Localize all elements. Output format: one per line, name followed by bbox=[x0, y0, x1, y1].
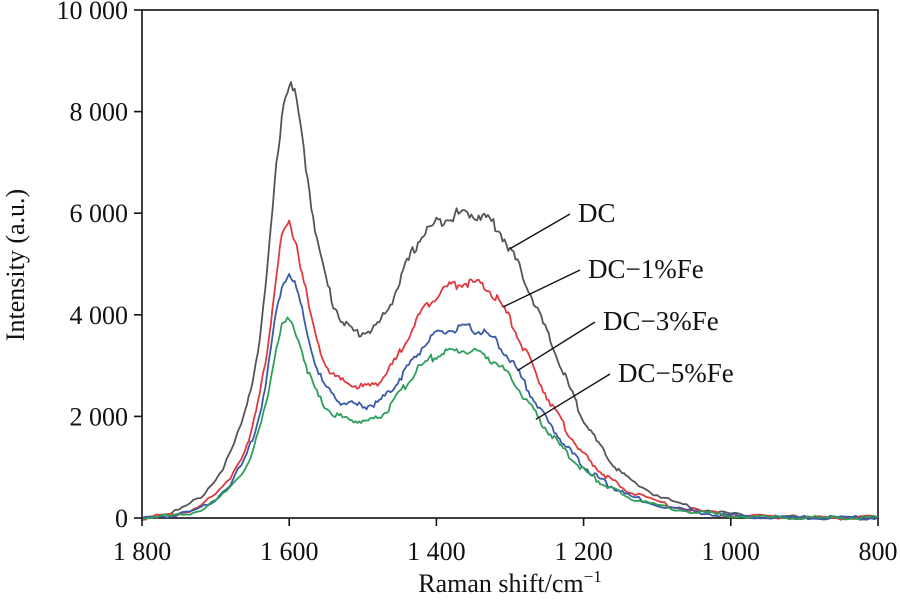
y-tick-label: 6 000 bbox=[70, 199, 129, 228]
series-lines bbox=[141, 81, 879, 521]
y-tick-label: 0 bbox=[115, 504, 128, 533]
series-line-dc-3-fe bbox=[141, 273, 879, 521]
axes: 1 800 1 600 1 400 1 200 1 000 800 0 2 000 4 000 6… bbox=[57, 0, 898, 566]
y-tick-label: 2 000 bbox=[70, 402, 129, 431]
series-label: DC−5%Fe bbox=[618, 358, 734, 388]
y-tick-label: 10 000 bbox=[57, 0, 129, 25]
x-tick-label: 1 800 bbox=[113, 537, 172, 566]
series-line-dc-5-fe bbox=[141, 316, 879, 521]
plot-area bbox=[141, 9, 879, 519]
series-line-dc bbox=[141, 81, 879, 521]
x-tick-label: 1 600 bbox=[260, 537, 319, 566]
leader-line bbox=[516, 321, 596, 372]
series-label: DC−3%Fe bbox=[603, 306, 719, 336]
series-labels: DC DC−1%Fe DC−3%Fe DC−5%Fe bbox=[502, 198, 734, 421]
y-tick-label: 8 000 bbox=[70, 98, 129, 127]
y-axis-title: Intensity (a.u.) bbox=[1, 189, 30, 341]
plot-frame bbox=[141, 9, 879, 519]
series-line-dc-1-fe bbox=[141, 219, 879, 521]
series-label: DC bbox=[578, 198, 616, 228]
leader-line bbox=[502, 269, 581, 308]
series-label: DC−1%Fe bbox=[588, 254, 704, 284]
x-tick-label: 800 bbox=[859, 537, 898, 566]
x-tick-label: 1 400 bbox=[407, 537, 466, 566]
y-tick-label: 4 000 bbox=[70, 301, 129, 330]
x-tick-label: 1 000 bbox=[702, 537, 761, 566]
x-tick-label: 1 200 bbox=[554, 537, 613, 566]
leader-line bbox=[535, 373, 611, 421]
leader-line bbox=[509, 213, 571, 250]
x-axis-title: Raman shift/cm−1 bbox=[418, 567, 601, 598]
